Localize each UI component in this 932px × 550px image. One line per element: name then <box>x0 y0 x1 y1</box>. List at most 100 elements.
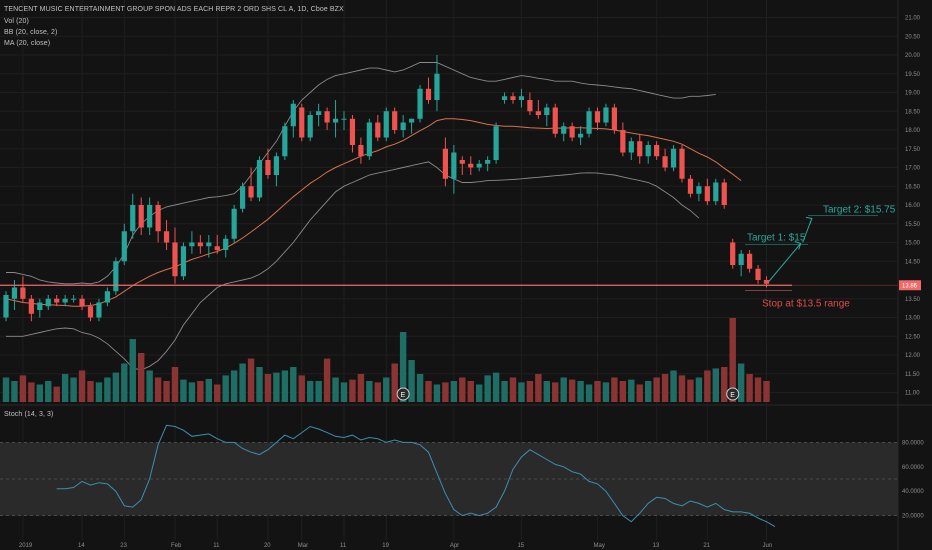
candle-body[interactable] <box>569 126 575 138</box>
time-tick-label: 14 <box>78 543 85 549</box>
candle-body[interactable] <box>552 107 558 134</box>
vol-indicator-label[interactable]: Vol (20) <box>4 18 29 25</box>
candle-body[interactable] <box>544 107 550 116</box>
candle-body[interactable] <box>155 205 161 232</box>
candle-body[interactable] <box>518 96 525 100</box>
candle-body[interactable] <box>214 246 220 250</box>
candle-body[interactable] <box>138 205 144 228</box>
candle-body[interactable] <box>755 268 761 280</box>
candle-body[interactable] <box>662 156 668 168</box>
candle-body[interactable] <box>299 107 305 138</box>
candle-body[interactable] <box>535 111 541 115</box>
ma-indicator-label[interactable]: MA (20, close) <box>4 40 51 47</box>
candle-body[interactable] <box>400 122 406 131</box>
candle-body[interactable] <box>172 242 178 277</box>
stoch-indicator-label[interactable]: Stoch (14, 3, 3) <box>4 411 54 418</box>
candle-body[interactable] <box>223 238 229 250</box>
candle-body[interactable] <box>578 133 584 138</box>
candle-body[interactable] <box>713 182 719 202</box>
candle-body[interactable] <box>611 107 617 131</box>
candle-body[interactable] <box>442 148 448 179</box>
candle-body[interactable] <box>637 141 643 157</box>
candle-body[interactable] <box>163 231 170 243</box>
candle-body[interactable] <box>687 178 694 194</box>
candle-body[interactable] <box>434 73 440 100</box>
candle-body[interactable] <box>468 163 474 168</box>
candle-body[interactable] <box>586 111 592 134</box>
target1-arrow[interactable] <box>768 243 802 283</box>
candle-body[interactable] <box>763 280 770 284</box>
candle-body[interactable] <box>425 88 432 100</box>
candle-body[interactable] <box>332 118 339 123</box>
candle-body[interactable] <box>747 253 753 269</box>
candle-body[interactable] <box>96 302 102 318</box>
candle-body[interactable] <box>476 163 482 168</box>
candle-body[interactable] <box>307 115 313 138</box>
candle-body[interactable] <box>721 182 727 206</box>
candle-body[interactable] <box>54 298 60 303</box>
candle-body[interactable] <box>87 306 94 318</box>
candle-body[interactable] <box>231 208 237 239</box>
candle-body[interactable] <box>704 186 710 202</box>
candle-body[interactable] <box>485 160 491 164</box>
candle-body[interactable] <box>349 118 356 145</box>
candle-body[interactable] <box>121 231 127 262</box>
candle-body[interactable] <box>79 298 85 307</box>
candle-body[interactable] <box>628 141 634 153</box>
candle-body[interactable] <box>341 118 347 120</box>
candle-body[interactable] <box>670 148 677 168</box>
candle-body[interactable] <box>679 148 685 179</box>
candle-body[interactable] <box>654 145 660 157</box>
candle-body[interactable] <box>383 111 389 138</box>
candle-body[interactable] <box>206 242 212 247</box>
candle-body[interactable] <box>256 160 263 198</box>
candle-body[interactable] <box>3 295 9 318</box>
earnings-marker[interactable] <box>726 387 740 401</box>
candle-body[interactable] <box>265 160 271 175</box>
candle-body[interactable] <box>197 242 203 247</box>
candle-body[interactable] <box>45 298 51 307</box>
candle-body[interactable] <box>527 100 533 112</box>
candle-body[interactable] <box>324 111 330 123</box>
candle-body[interactable] <box>147 205 153 228</box>
candle-body[interactable] <box>358 145 364 157</box>
candle-body[interactable] <box>375 122 381 138</box>
candle-body[interactable] <box>459 160 465 164</box>
candle-body[interactable] <box>113 261 119 292</box>
candle-body[interactable] <box>189 242 195 247</box>
candle-body[interactable] <box>180 246 187 277</box>
earnings-marker[interactable] <box>396 387 410 401</box>
candle-body[interactable] <box>37 302 43 311</box>
candle-body[interactable] <box>248 186 254 198</box>
candle-body[interactable] <box>273 156 279 175</box>
candle-body[interactable] <box>409 118 415 123</box>
candle-body[interactable] <box>392 111 398 130</box>
candle-body[interactable] <box>20 287 26 299</box>
candle-body[interactable] <box>561 126 567 134</box>
candle-body[interactable] <box>510 96 516 100</box>
candle-body[interactable] <box>130 205 136 232</box>
candle-body[interactable] <box>240 186 246 209</box>
candle-body[interactable] <box>451 152 457 179</box>
candle-body[interactable] <box>11 287 18 299</box>
candle-body[interactable] <box>730 242 736 266</box>
candle-body[interactable] <box>71 298 77 300</box>
candle-body[interactable] <box>316 111 322 115</box>
candle-body[interactable] <box>696 186 702 194</box>
candle-body[interactable] <box>501 96 508 100</box>
candle-body[interactable] <box>603 107 609 123</box>
candle-body[interactable] <box>645 145 651 157</box>
candle-body[interactable] <box>28 298 34 314</box>
candle-body[interactable] <box>62 298 68 303</box>
candle-body[interactable] <box>366 122 372 157</box>
candle-body[interactable] <box>738 253 744 265</box>
candle-body[interactable] <box>282 126 288 157</box>
candle-body[interactable] <box>104 291 110 303</box>
candle-body[interactable] <box>594 111 601 123</box>
bb-indicator-label[interactable]: BB (20, close, 2) <box>4 29 58 36</box>
candle-body[interactable] <box>493 126 499 160</box>
candle-body[interactable] <box>417 88 423 119</box>
candle-body[interactable] <box>290 103 296 127</box>
candle-body[interactable] <box>620 130 626 153</box>
